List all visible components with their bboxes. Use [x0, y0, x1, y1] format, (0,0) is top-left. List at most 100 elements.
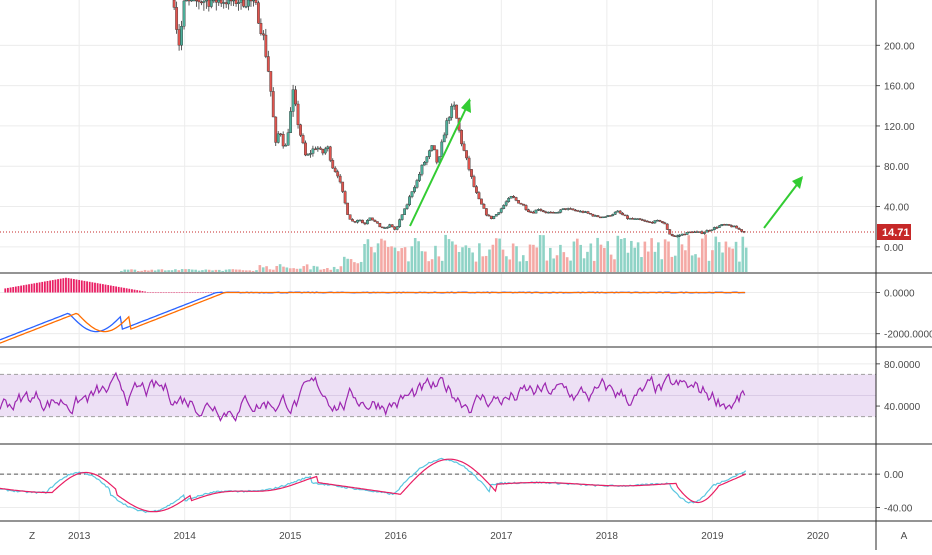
candle-body: [200, 1, 203, 4]
x-tick-label: 2016: [385, 531, 408, 542]
volume-bar: [245, 270, 248, 272]
candle-body: [185, 0, 188, 2]
macd-hist-bar: [36, 282, 38, 293]
candle-body: [678, 235, 682, 237]
candle-body: [316, 147, 320, 150]
candle-body: [281, 134, 285, 147]
volume-bar: [383, 240, 387, 272]
candle-body: [291, 89, 295, 112]
volume-bar: [346, 258, 349, 272]
candle-body: [472, 176, 476, 187]
candle-body: [673, 235, 677, 237]
candle-body: [385, 227, 389, 229]
volume-bar: [451, 241, 454, 272]
volume-bar: [606, 241, 610, 272]
macd-hist-bar: [167, 292, 170, 294]
oscillator-slow-line: [0, 458, 746, 513]
zoom-button[interactable]: Z: [29, 531, 35, 542]
volume-bar: [407, 261, 410, 272]
candle-body: [507, 197, 511, 202]
x-tick-label: 2013: [68, 531, 91, 542]
candle-body: [447, 117, 451, 121]
macd-hist-bar: [72, 279, 75, 293]
candle-body: [264, 34, 268, 57]
candle-body: [727, 224, 731, 226]
candle-body: [732, 225, 736, 228]
volume-bar: [319, 269, 322, 272]
y-tick-label: 0.0000: [884, 289, 915, 300]
candle-body: [685, 232, 689, 235]
candle-body: [638, 218, 642, 220]
y-tick-label: 80.00: [884, 162, 909, 173]
candle-body: [266, 56, 270, 72]
macd-hist-bar: [46, 280, 49, 293]
macd-hist-bar: [109, 285, 112, 293]
volume-bar: [143, 269, 147, 272]
auto-scale-button[interactable]: A: [901, 531, 908, 542]
volume-bar: [400, 248, 403, 272]
axis-labels: 2013 2014 2015 2016 2017 2018 2019 2020 200.00 16…: [68, 41, 932, 542]
candle-body: [608, 215, 612, 217]
candle-body: [497, 212, 501, 215]
volume-bar: [721, 252, 724, 272]
volume-bar: [163, 270, 167, 272]
candle-body: [467, 157, 471, 170]
volume-bar: [491, 244, 495, 272]
y-tick-label: 160.00: [884, 82, 915, 93]
candle-body: [730, 225, 734, 228]
candle-body: [222, 2, 226, 4]
macd-hist-bar: [117, 286, 120, 293]
candle-body: [353, 221, 357, 223]
volume-bar: [535, 247, 539, 272]
x-tick-label: 2020: [807, 531, 830, 542]
candle-body: [707, 230, 711, 232]
candle-body: [323, 148, 327, 154]
candle-body: [606, 215, 610, 217]
volume-bar: [508, 259, 512, 272]
candle-body: [591, 214, 595, 217]
candle-body: [234, 0, 238, 4]
volume-bar: [437, 256, 441, 272]
candle-body: [361, 219, 364, 224]
volume-bar: [727, 247, 731, 272]
volume-bar: [484, 255, 488, 272]
candle-body: [539, 209, 543, 211]
macd-hist-bar: [51, 280, 54, 293]
candle-body: [641, 219, 644, 221]
candle-body: [274, 116, 278, 143]
macd-hist-bar: [14, 286, 17, 293]
macd-hist-bar: [86, 281, 88, 293]
volume-bar: [373, 252, 376, 272]
candle-body: [735, 225, 739, 229]
candle-body: [358, 219, 362, 222]
macd-hist-bar: [102, 284, 104, 293]
volume-bar: [599, 244, 603, 272]
annotation-arrows: [409, 98, 803, 229]
candle-body: [683, 233, 687, 236]
volume-bar: [369, 246, 373, 272]
macd-hist-bar: [125, 288, 128, 293]
macd-hist-bar: [199, 292, 202, 294]
volume-bar: [278, 264, 282, 272]
volume-bar: [309, 269, 312, 272]
macd-hist-bar: [120, 287, 123, 293]
candle-body: [331, 160, 335, 169]
candle-body: [296, 103, 300, 125]
candle-body: [294, 89, 297, 105]
candle-body: [425, 156, 429, 163]
volume-bar: [481, 256, 485, 272]
volume-bar: [201, 270, 204, 272]
macd-hist-bar: [146, 292, 149, 293]
macd-hist-bar: [173, 292, 176, 294]
price-candles: [172, 0, 746, 238]
volume-bar: [221, 270, 224, 272]
arrow-up-forecast: [763, 177, 803, 229]
volume-bar: [130, 269, 133, 272]
candle-body: [579, 210, 582, 213]
candle-body: [321, 149, 325, 154]
candle-body: [561, 208, 565, 210]
candle-body: [175, 7, 179, 30]
macd-hist-bar: [83, 280, 86, 293]
candle-body: [650, 222, 654, 224]
